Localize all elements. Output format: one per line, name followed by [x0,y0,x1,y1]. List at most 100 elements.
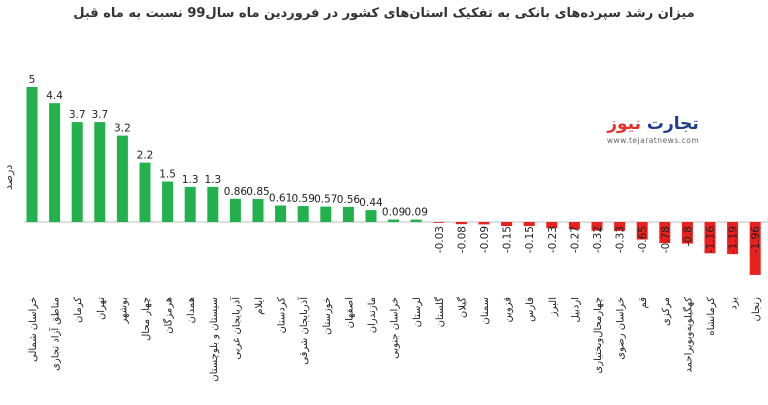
data-label: 3.7 [69,109,86,121]
data-label: 1.3 [182,174,199,186]
data-label: 0.09 [382,207,405,219]
bar [591,222,603,231]
bar [297,206,309,222]
tick-label: قم [638,297,649,309]
data-label: 0.57 [314,194,337,206]
data-label: -1.96 [750,226,762,253]
bar [388,219,400,222]
data-label: 0.44 [359,197,383,209]
data-label: -0.32 [592,226,604,253]
data-label: 2.2 [137,150,154,162]
tick-label: سیستان و بلوچستان [209,297,220,382]
bar [727,222,739,255]
tick-label: کرمانشاه [706,297,717,336]
bar [523,222,535,227]
logo-mark-main: تجارت [646,114,699,134]
data-label: 0.61 [269,193,292,205]
bar [614,222,626,231]
tick-label: چهارمحال‌وبختیاری [593,297,604,374]
bar [749,222,761,275]
tick-label: خوزستان [322,297,333,335]
bar [501,222,513,227]
bar [207,186,219,222]
data-label: 0.59 [292,193,315,205]
logo-mark: تجارت نیوز [598,114,708,134]
tick-label: قزوین [503,297,514,323]
data-label: 5 [29,74,36,86]
tick-label: سمنان [480,297,491,325]
bar [455,222,467,225]
bar [49,103,61,222]
tick-label: گیلان [456,297,468,318]
bar [184,186,196,222]
data-label: -0.23 [547,226,559,253]
tick-label: فارس [525,297,536,322]
bar [26,87,38,222]
tick-label: گلستان [434,297,446,328]
data-label: -0.03 [434,226,446,253]
data-label: 0.85 [246,186,269,198]
tick-label: یزد [729,297,740,310]
data-label: -0.33 [615,226,627,253]
data-label: 1.5 [159,169,176,181]
data-label: -0.09 [479,226,491,253]
tick-label: ایلام [254,297,265,315]
tick-label: آذربایجان غربی [229,296,242,360]
tick-label: تهران [96,297,107,320]
data-label: 0.09 [405,207,428,219]
bar [681,222,693,244]
data-label: 1.3 [204,174,221,186]
logo: تجارت نیوز www.tejaratnews.com [598,114,708,154]
bar [410,219,422,222]
bar [342,206,354,222]
tick-label: بوشهر [118,297,129,324]
data-label: 0.86 [224,186,248,198]
tick-label: اصفهان [344,297,355,328]
data-label: -0.27 [569,226,581,253]
data-label: -0.08 [456,226,468,253]
data-label: -0.8 [682,226,694,247]
logo-url: www.tejaratnews.com [606,136,700,145]
bar [116,135,128,222]
tick-label: لرستان [412,297,423,327]
bar [139,162,151,222]
bar [94,122,106,222]
tick-label: همدان [186,297,197,323]
tick-label: اردبیل [570,297,581,322]
tick-label: مرکزی [661,297,672,326]
tick-label: خراسان شمالی [28,297,39,362]
bar [275,205,287,222]
data-label: -0.78 [660,226,672,253]
tick-label: البرز [548,297,559,317]
data-label: -1.19 [728,226,740,253]
bar [568,222,580,230]
bar [252,199,264,222]
tick-label: کردستان [277,297,288,334]
bar [704,222,716,254]
data-label: -0.65 [637,226,649,253]
bar [433,222,445,223]
tick-label: مازندران [367,297,378,333]
tick-label: خراسان رضوی [616,297,627,360]
bar [162,181,174,222]
bar [659,222,671,244]
data-label: 4.4 [46,90,63,102]
bar [546,222,558,229]
data-label: -1.16 [705,226,717,253]
bar [71,122,83,222]
bar [636,222,648,240]
tick-label: چهار محال [141,297,152,341]
logo-mark-accent: نیوز [607,114,641,134]
chart-title: میزان رشد سپرده‌های بانکی به تفکیک استان… [73,6,695,21]
tick-label: زنجان [751,297,762,322]
tick-label: مناطق آزاد تجاری [49,297,62,371]
data-label: 3.2 [114,123,131,135]
tick-label: آذربایجان شرقی [297,296,310,365]
tick-label: هرمزگان [163,297,175,334]
data-label: -0.15 [502,226,514,253]
tick-label: کهگیلویه‌وبویراحمد [682,297,694,373]
data-label: -0.15 [524,226,536,253]
tick-label: کرمان [73,297,84,323]
bar [365,210,377,222]
